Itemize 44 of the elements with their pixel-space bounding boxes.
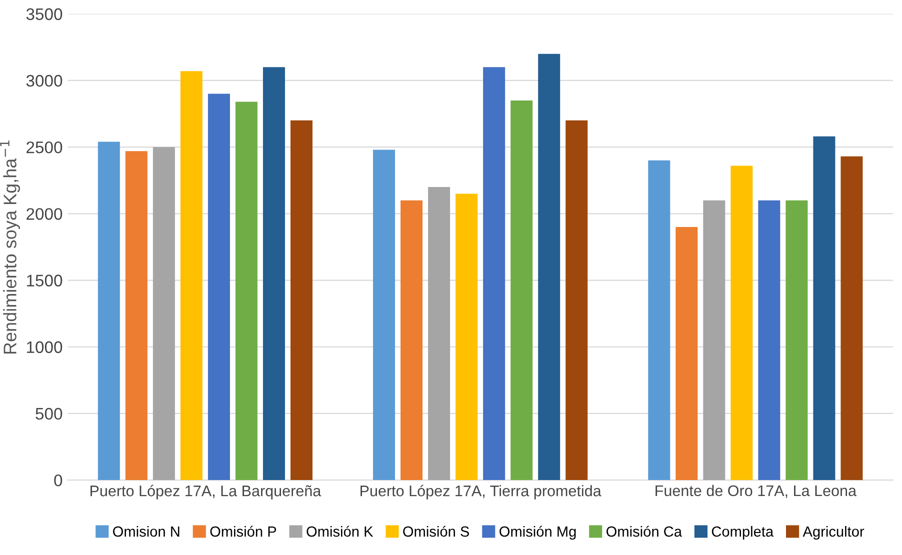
- legend-label: Omisión K: [306, 526, 374, 537]
- legend-label: Completa: [712, 526, 774, 540]
- bar: [676, 226, 698, 480]
- bar: [786, 200, 808, 480]
- y-tick-label: 2000: [26, 208, 62, 220]
- bar: [125, 151, 148, 480]
- legend-label: Agricultor: [802, 526, 864, 540]
- bar: [208, 94, 230, 480]
- y-tick-label: 500: [36, 408, 62, 420]
- legend-label: Omision N: [113, 526, 180, 537]
- x-tick-label: Fuente de Oro 17A, La Leona: [656, 484, 857, 498]
- bar: [180, 71, 202, 480]
- bar: [648, 160, 670, 480]
- y-tick-label: 0: [54, 474, 62, 486]
- bar: [290, 120, 312, 480]
- bar: [483, 67, 506, 480]
- bar: [262, 67, 285, 480]
- bar: [98, 142, 120, 480]
- x-tick-label: Puerto López 17A, Tierra prometida: [360, 484, 602, 500]
- bar: [566, 120, 588, 480]
- legend-label: Omisión Ca: [606, 526, 682, 537]
- bar: [703, 200, 726, 480]
- bar: [840, 156, 863, 480]
- y-tick-label: 1000: [26, 341, 62, 354]
- bar: [510, 100, 533, 480]
- y-tick-label: 3000: [26, 74, 62, 87]
- bar: [758, 200, 780, 480]
- bar: [456, 194, 478, 480]
- legend-label: Omisión S: [403, 526, 470, 537]
- bar: [538, 54, 560, 480]
- y-axis-title: Rendimiento soya Kg,ha$^{−1}$: [0, 140, 20, 354]
- bar: [152, 147, 175, 480]
- y-tick-label: 2500: [26, 141, 62, 154]
- legend-label: Omisión P: [210, 526, 276, 537]
- y-tick-label: 1500: [26, 274, 62, 286]
- legend-label: Omisión Mg: [500, 526, 576, 540]
- x-tick-label: Puerto López 17A, La Barquereña: [90, 484, 322, 500]
- bar: [235, 102, 258, 480]
- y-tick-label: 3500: [26, 8, 62, 20]
- bar: [730, 166, 753, 480]
- bar: [813, 136, 836, 480]
- bar: [400, 200, 423, 480]
- bar: [428, 187, 450, 480]
- bar: [373, 150, 396, 480]
